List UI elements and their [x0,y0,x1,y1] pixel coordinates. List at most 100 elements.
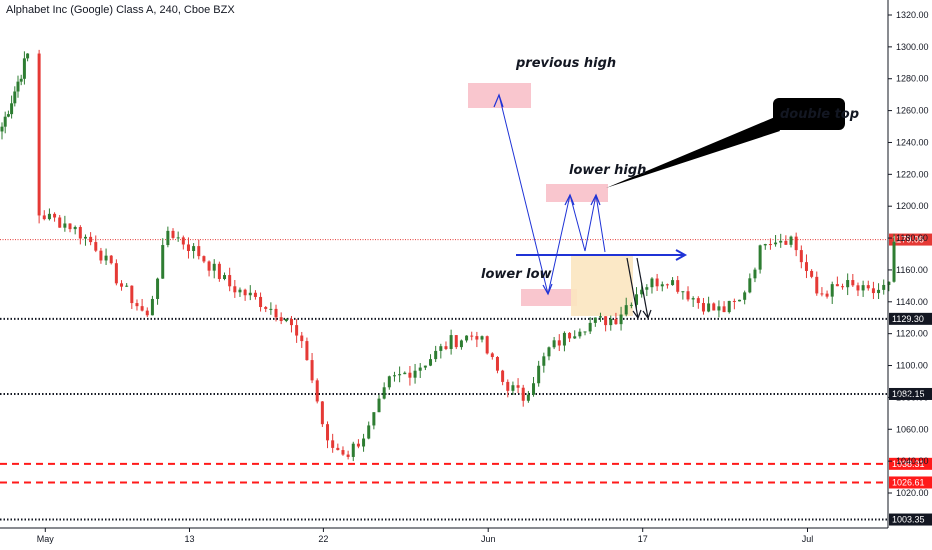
candle-body [542,356,546,366]
candle-body [727,300,731,313]
candle-body [269,308,273,310]
candle-body [212,263,216,271]
arrowhead-icon [642,309,652,320]
candle-body [568,332,572,339]
candle-body [0,126,4,132]
candle-body [480,336,484,340]
candle-body [722,306,726,313]
lower-low-zone [521,289,577,306]
candle-body [403,372,407,375]
candle-body [609,318,613,326]
y-tick-label: 1120.00 [896,329,928,339]
price-level-tag [889,457,932,470]
candle-body [593,317,597,323]
candle-body [532,383,536,395]
candle-body [145,310,149,316]
candle-body [228,275,232,287]
candle-body [583,331,587,333]
candle-body [804,262,808,271]
y-tick-label: 1060.00 [896,424,929,434]
candle-body [192,246,196,252]
candle-body [161,245,165,279]
candle-body [336,447,340,451]
candle-body [629,304,633,306]
annotation-label: lower low [481,267,553,282]
candle-body [130,285,134,304]
candle-body [150,298,154,316]
candle-body [825,293,829,297]
arrowhead-icon [564,193,575,206]
candle-body [459,340,463,348]
candle-body [557,340,561,346]
target-zone [571,256,633,316]
candle-body [454,335,458,348]
candle-body [516,385,520,388]
candle-body [475,336,479,340]
candle-body [789,236,793,245]
arrowhead-icon [675,249,688,261]
candle-body [109,255,113,264]
candle-body [429,359,433,366]
candle-body [125,285,129,287]
candle-body [243,289,247,296]
arrowhead-icon [632,309,642,320]
annotation-label: previous high [515,56,616,71]
candle-body [217,263,221,279]
candle-body [490,353,494,358]
candle-body [331,440,335,448]
candle-body [562,332,566,346]
y-tick-label: 1320.00 [896,10,929,20]
candle-body [439,346,443,351]
candle-body [253,292,257,297]
price-level-tag [889,233,932,246]
candle-body [799,250,803,263]
candle-body [238,289,242,293]
candle-body [73,226,77,230]
candle-body [315,380,319,402]
y-tick-label: 1180.00 [896,233,928,243]
candle-body [696,298,700,304]
candle-body [6,114,10,117]
candle-body [326,424,330,441]
candle-body [140,306,144,311]
candle-body [691,298,695,300]
candle-body [320,401,324,425]
x-tick-label: 13 [184,534,194,544]
candle-body [470,335,474,337]
candle-body [19,78,23,82]
candle-body [501,370,505,382]
annotation-label: double top [780,107,859,122]
candle-body [16,81,20,92]
y-tick-label: 1020.00 [896,488,929,498]
candle-body [186,244,190,252]
candle-body [892,241,896,282]
candle-body [94,242,98,251]
candle-body [598,316,602,318]
candle-body [614,318,618,325]
price-level-label: 1179.06 [892,235,924,245]
candle-body [398,374,402,376]
candle-body [197,246,201,257]
candle-body [835,284,839,287]
candle-body [655,278,659,287]
candle-body [233,286,237,293]
candle-body [356,443,360,447]
candle-body [392,375,396,377]
candle-body [794,236,798,251]
candle-body [748,278,752,293]
y-tick-label: 1300.00 [896,42,929,52]
candle-body [58,217,62,228]
candle-body [774,242,778,245]
candle-body [573,336,577,339]
candle-body [660,284,664,287]
candle-body [166,230,170,246]
candle-body [83,236,87,239]
candle-body [3,116,7,127]
price-level-tag [889,312,932,325]
candle-body [485,336,489,354]
candle-body [645,287,649,290]
candle-body [434,350,438,360]
candle-body [846,280,850,288]
candle-body [763,244,767,246]
